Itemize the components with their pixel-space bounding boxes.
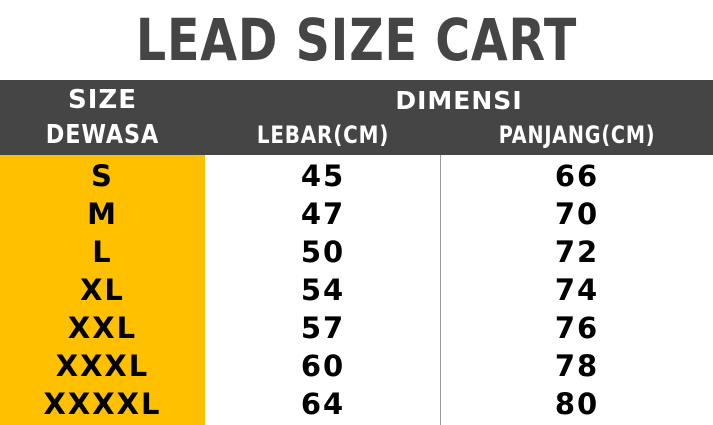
lebar-cell: 64 xyxy=(300,387,346,421)
table-body: S 45 66 M 47 70 L 50 72 XL 54 74 XXL 57 … xyxy=(0,155,713,425)
table-row: XXXL 60 78 xyxy=(0,347,713,385)
table-row: S 45 66 xyxy=(0,157,713,195)
column-divider xyxy=(440,155,441,425)
table-row: L 50 72 xyxy=(0,233,713,271)
table-row: M 47 70 xyxy=(0,195,713,233)
lebar-cell: 47 xyxy=(300,197,346,231)
size-column-highlight xyxy=(0,155,205,425)
table-row: XXXXL 64 80 xyxy=(0,385,713,423)
lebar-cell: 45 xyxy=(300,159,346,193)
size-cell: XXXL xyxy=(55,349,150,383)
panjang-cell: 66 xyxy=(554,159,600,193)
panjang-cell: 70 xyxy=(554,197,600,231)
panjang-cell: 78 xyxy=(554,349,600,383)
panjang-cell: 80 xyxy=(554,387,600,421)
lebar-cell: 50 xyxy=(300,235,346,269)
page-title: LEAD SIZE CART xyxy=(135,6,578,74)
size-cell: XXL xyxy=(67,311,138,345)
header-lebar: LEBAR(CM) xyxy=(256,121,390,149)
panjang-cell: 74 xyxy=(554,273,600,307)
header-size: SIZE xyxy=(67,85,137,115)
panjang-cell: 72 xyxy=(554,235,600,269)
lebar-cell: 57 xyxy=(300,311,346,345)
size-cell: L xyxy=(92,235,113,269)
header-dewasa: DEWASA xyxy=(45,120,160,150)
lebar-cell: 60 xyxy=(300,349,346,383)
table-row: XXL 57 76 xyxy=(0,309,713,347)
header-panjang: PANJANG(CM) xyxy=(498,121,656,149)
size-cell: XXXXL xyxy=(43,387,162,421)
size-cell: XL xyxy=(80,273,125,307)
size-cell: S xyxy=(91,159,114,193)
header-dimensi: DIMENSI xyxy=(395,85,523,115)
table-row: XL 54 74 xyxy=(0,271,713,309)
lebar-cell: 54 xyxy=(300,273,346,307)
size-cell: M xyxy=(87,197,118,231)
table-header: SIZE DIMENSI DEWASA LEBAR(CM) PANJANG(CM… xyxy=(0,80,713,155)
panjang-cell: 76 xyxy=(554,311,600,345)
